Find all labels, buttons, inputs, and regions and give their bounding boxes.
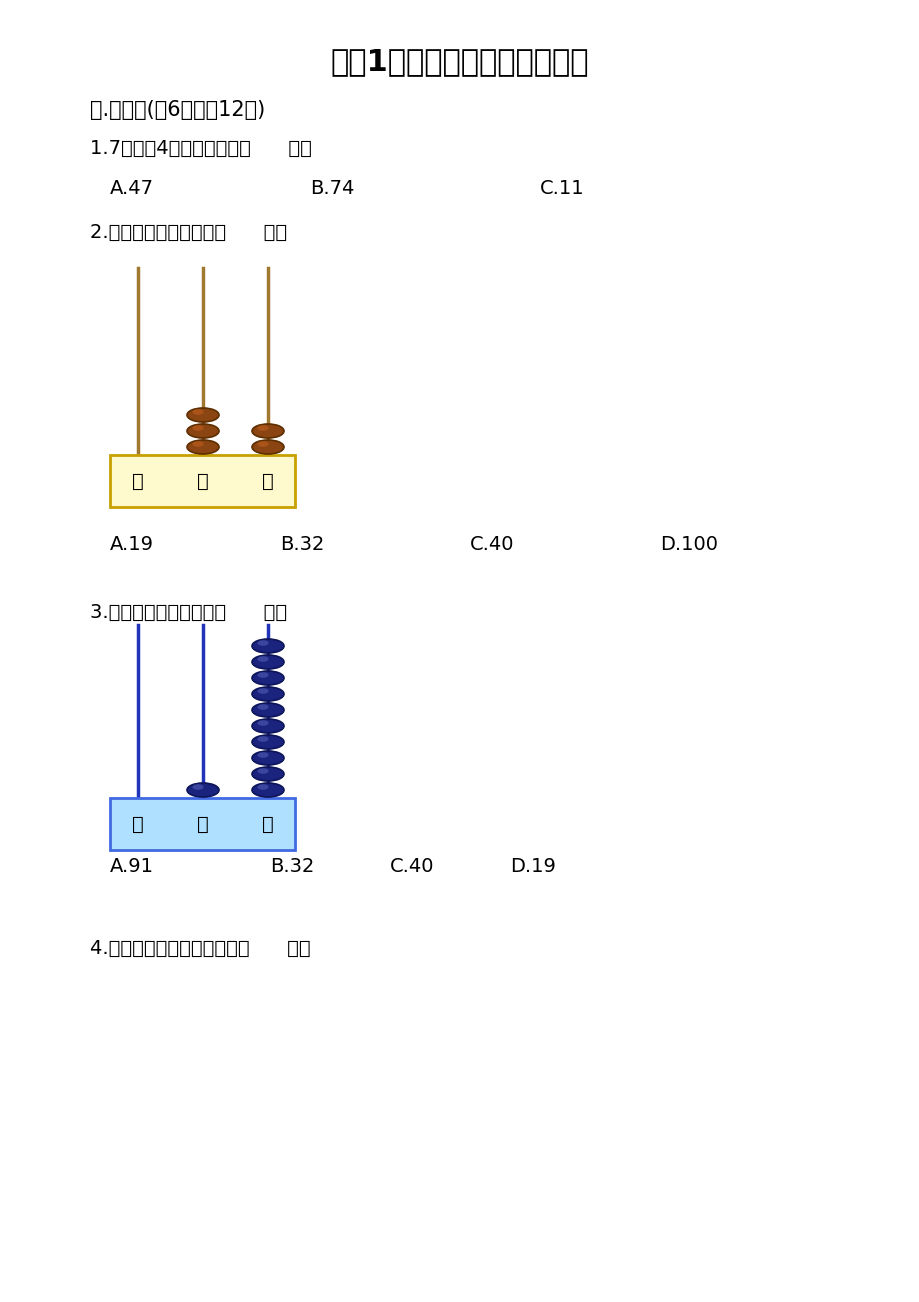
Text: A.91: A.91	[110, 857, 153, 875]
Bar	[110, 454, 295, 506]
Ellipse shape	[252, 440, 284, 454]
Text: 3.看图写数，正确的是（      ）。: 3.看图写数，正确的是（ ）。	[90, 603, 287, 621]
Text: 百: 百	[132, 815, 143, 833]
Text: 2.看图写数，正确的是（      ）。: 2.看图写数，正确的是（ ）。	[90, 223, 287, 241]
Bar	[110, 798, 295, 850]
Text: 十: 十	[197, 471, 209, 491]
Text: 十: 十	[197, 815, 209, 833]
Ellipse shape	[252, 767, 284, 781]
Ellipse shape	[257, 441, 268, 447]
Ellipse shape	[252, 751, 284, 766]
Ellipse shape	[257, 753, 268, 758]
Ellipse shape	[257, 784, 268, 790]
Ellipse shape	[187, 783, 219, 797]
Text: C.40: C.40	[470, 535, 514, 555]
Ellipse shape	[187, 440, 219, 454]
Text: 个: 个	[262, 815, 274, 833]
Ellipse shape	[252, 783, 284, 797]
Ellipse shape	[187, 424, 219, 437]
Text: A.19: A.19	[110, 535, 153, 555]
Text: 小学1年级下册数学期末测试卷: 小学1年级下册数学期末测试卷	[331, 47, 588, 77]
Ellipse shape	[252, 703, 284, 717]
Text: B.74: B.74	[310, 178, 354, 198]
Text: A.47: A.47	[110, 178, 153, 198]
Ellipse shape	[257, 689, 268, 694]
Ellipse shape	[252, 671, 284, 685]
Text: B.32: B.32	[279, 535, 324, 555]
Ellipse shape	[257, 768, 268, 773]
Ellipse shape	[257, 656, 268, 661]
Ellipse shape	[187, 408, 219, 422]
Ellipse shape	[252, 639, 284, 654]
Text: C.11: C.11	[539, 178, 584, 198]
Ellipse shape	[257, 426, 268, 431]
Text: D.19: D.19	[509, 857, 555, 875]
Ellipse shape	[257, 704, 268, 710]
Ellipse shape	[192, 441, 203, 447]
Ellipse shape	[252, 736, 284, 749]
Text: 1.7个一和4个十合起来是（      ）。: 1.7个一和4个十合起来是（ ）。	[90, 138, 312, 158]
Ellipse shape	[192, 409, 203, 415]
Text: 一.选择题(公6题，公12分): 一.选择题(公6题，公12分)	[90, 100, 265, 120]
Text: 4.看图列式计算，正确的是（      ）。: 4.看图列式计算，正确的是（ ）。	[90, 939, 311, 957]
Text: C.40: C.40	[390, 857, 434, 875]
Text: 百: 百	[132, 471, 143, 491]
Text: D.100: D.100	[659, 535, 717, 555]
Ellipse shape	[252, 687, 284, 700]
Ellipse shape	[252, 719, 284, 733]
Text: B.32: B.32	[269, 857, 314, 875]
Ellipse shape	[192, 784, 203, 790]
Ellipse shape	[257, 720, 268, 725]
Ellipse shape	[257, 736, 268, 742]
Ellipse shape	[252, 424, 284, 437]
Ellipse shape	[257, 672, 268, 678]
Ellipse shape	[252, 655, 284, 669]
Ellipse shape	[192, 426, 203, 431]
Ellipse shape	[257, 641, 268, 646]
Text: 个: 个	[262, 471, 274, 491]
